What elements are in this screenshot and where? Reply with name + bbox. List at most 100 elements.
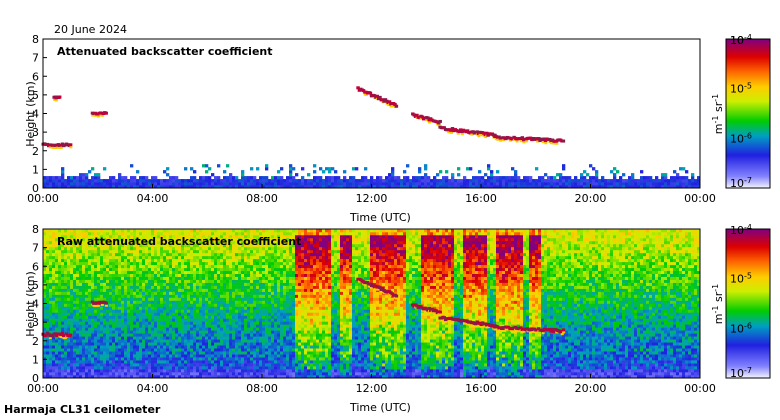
heatmap-cell	[136, 342, 140, 346]
heatmap-cell	[220, 261, 224, 266]
heatmap-cell	[112, 354, 116, 358]
heatmap-cell	[244, 267, 248, 272]
heatmap-cell	[376, 179, 380, 183]
heatmap-cell	[613, 176, 617, 180]
heatmap-cell	[256, 327, 260, 331]
heatmap-cell	[127, 303, 131, 307]
heatmap-cell	[112, 234, 116, 239]
heatmap-cell	[199, 375, 203, 379]
heatmap-cell	[523, 185, 527, 189]
heatmap-cell	[166, 327, 170, 331]
heatmap-cell	[148, 357, 152, 361]
heatmap-cell	[154, 264, 158, 269]
heatmap-cell	[154, 261, 158, 266]
heatmap-cell	[160, 243, 164, 248]
heatmap-cell	[229, 312, 233, 316]
heatmap-cell	[142, 237, 146, 242]
heatmap-cell	[202, 179, 206, 183]
heatmap-cell	[445, 179, 449, 183]
heatmap-cell	[166, 363, 170, 367]
heatmap-cell	[562, 182, 566, 186]
heatmap-cell	[46, 351, 50, 355]
heatmap-cell	[163, 336, 167, 340]
heatmap-cell	[139, 330, 143, 334]
heatmap-cell	[223, 255, 227, 260]
heatmap-cell	[229, 176, 233, 180]
heatmap-cell	[193, 303, 197, 307]
heatmap-cell	[196, 324, 200, 328]
heatmap-cell	[127, 318, 131, 322]
heatmap-cell	[154, 303, 158, 307]
heatmap-cell	[73, 176, 77, 180]
heatmap-cell	[73, 282, 77, 286]
heatmap-cell	[157, 297, 161, 301]
heatmap-cell	[178, 306, 182, 310]
heatmap-cell	[259, 333, 263, 337]
heatmap-cell	[250, 342, 254, 346]
heatmap-cell	[193, 294, 197, 298]
heatmap-cell	[58, 342, 62, 346]
heatmap-cell	[268, 312, 272, 316]
heatmap-cell	[196, 273, 200, 277]
heatmap-cell	[202, 324, 206, 328]
heatmap-cell	[91, 342, 95, 346]
heatmap-cell	[217, 258, 221, 263]
heatmap-cell	[400, 182, 404, 186]
heatmap-cell	[223, 234, 227, 239]
heatmap-cell	[112, 282, 116, 286]
heatmap-cell	[148, 243, 152, 248]
heatmap-cell	[94, 249, 98, 254]
heatmap-cell	[142, 297, 146, 301]
heatmap-cell	[460, 179, 464, 183]
heatmap-cell	[445, 176, 449, 180]
heatmap-cell	[46, 182, 50, 186]
heatmap-cell	[148, 264, 152, 269]
heatmap-cell	[181, 369, 185, 373]
heatmap-cell	[181, 282, 185, 286]
heatmap-cell	[343, 182, 347, 186]
heatmap-cell	[43, 327, 47, 331]
heatmap-cell	[175, 237, 179, 242]
heatmap-cell	[67, 258, 71, 263]
heatmap-cell	[202, 354, 206, 358]
heatmap-cell	[67, 288, 71, 292]
cloud-return	[48, 146, 52, 149]
heatmap-cell	[79, 270, 83, 274]
heatmap-cell	[115, 179, 119, 183]
heatmap-cell	[127, 366, 131, 370]
heatmap-cell	[73, 342, 77, 346]
heatmap-cell	[169, 303, 173, 307]
heatmap-cell	[178, 279, 182, 283]
heatmap-cell	[43, 330, 47, 334]
heatmap-cell	[172, 182, 176, 186]
heatmap-cell	[217, 309, 221, 313]
heatmap-cell	[55, 243, 59, 248]
heatmap-cell	[190, 321, 194, 325]
heatmap-cell	[118, 318, 122, 322]
heatmap-cell	[106, 309, 110, 313]
heatmap-cell	[109, 231, 113, 236]
heatmap-cell	[184, 288, 188, 292]
heatmap-cell	[475, 185, 479, 189]
heatmap-cell	[85, 185, 89, 189]
heatmap-cell	[253, 252, 257, 257]
heatmap-cell	[613, 167, 617, 171]
heatmap-cell	[103, 375, 107, 379]
heatmap-cell	[133, 363, 137, 367]
heatmap-cell	[226, 255, 230, 260]
heatmap-cell	[130, 273, 134, 277]
heatmap-cell	[136, 309, 140, 313]
heatmap-cell	[250, 246, 254, 251]
heatmap-cell	[61, 167, 65, 171]
heatmap-cell	[97, 333, 101, 337]
heatmap-cell	[322, 170, 326, 174]
heatmap-cell	[124, 282, 128, 286]
y-tick-label: 4	[32, 108, 39, 121]
heatmap-cell	[52, 312, 56, 316]
heatmap-cell	[226, 182, 230, 186]
heatmap-cell	[94, 306, 98, 310]
heatmap-cell	[151, 252, 155, 257]
heatmap-cell	[187, 315, 191, 319]
heatmap-cell	[211, 264, 215, 269]
heatmap-cell	[664, 173, 668, 177]
